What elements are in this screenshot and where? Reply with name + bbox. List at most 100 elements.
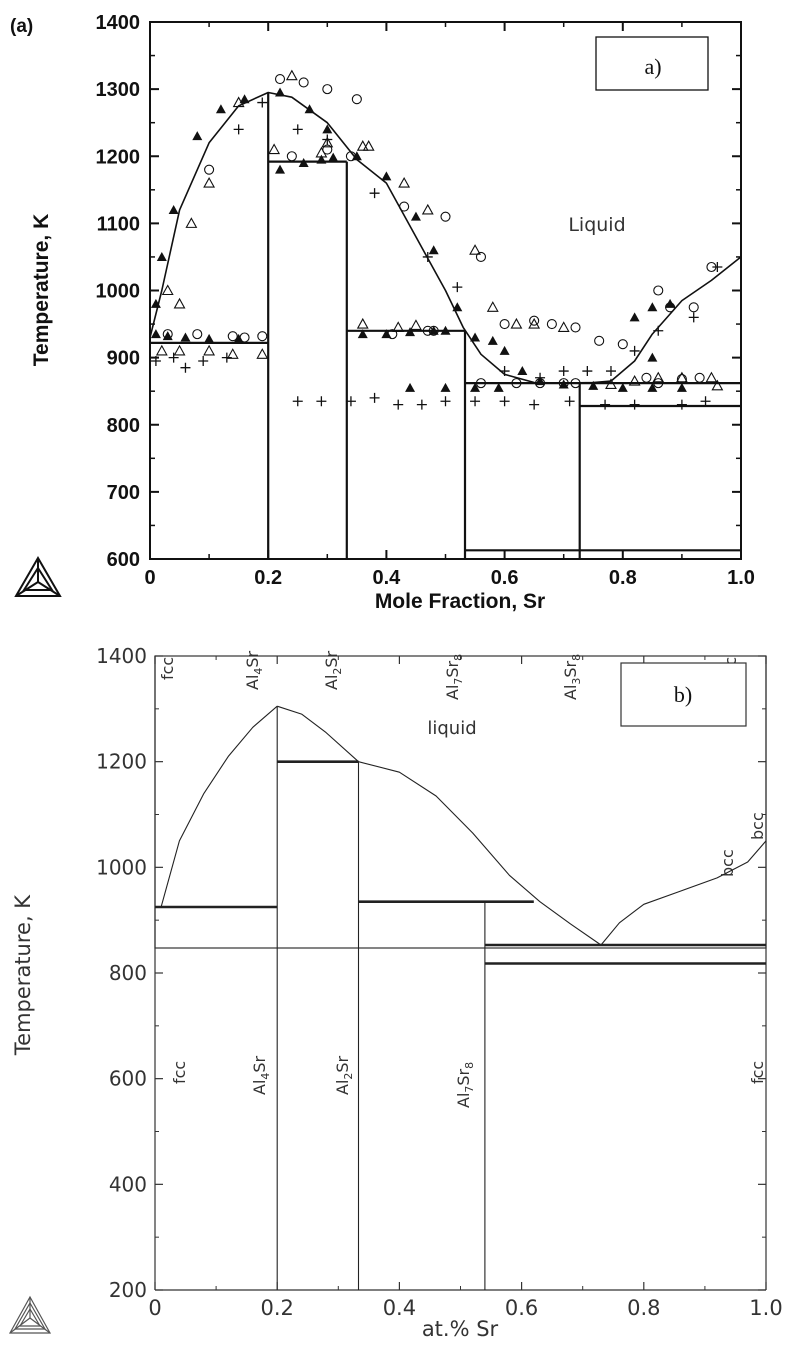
panel-a-point-open-triangle <box>392 321 405 332</box>
panel-a-point-open-circle <box>529 315 540 326</box>
panel-a-point-filled-triangle <box>440 382 451 392</box>
panel-b-x-tick-label: 0 <box>148 1296 161 1320</box>
panel-a-point-plus <box>712 262 723 273</box>
panel-a-point-plus <box>292 124 303 135</box>
panel-b-x-tick-label: 0.4 <box>383 1296 416 1320</box>
panel-a-point-open-triangle <box>226 348 239 359</box>
panel-a-point-filled-triangle <box>316 154 327 164</box>
panel-a-point-open-triangle <box>652 371 665 383</box>
panel-a-fcc-left-label: fcc <box>158 657 177 680</box>
panel-a-point-filled-triangle <box>357 329 368 339</box>
panel-a-point-open-circle <box>345 151 356 162</box>
panel-a-point-open-triangle <box>557 321 570 332</box>
panel-b-bcc-label: bcc <box>748 812 767 840</box>
panel-a-point-filled-triangle <box>180 332 191 342</box>
panel-a-point-filled-triangle <box>275 164 286 174</box>
panel-b-y-tick-label: 1400 <box>96 644 147 668</box>
panel-a-point-plus <box>605 366 616 377</box>
thermocalc-logo-icon <box>8 1295 52 1334</box>
panel-a-point-open-triangle <box>256 348 269 359</box>
panel-a-point-open-triangle <box>173 344 186 356</box>
panel-a-point-open-triangle <box>410 319 422 330</box>
panel-a-point-open-circle <box>274 74 286 85</box>
panel-a-point-open-triangle <box>711 379 724 391</box>
panel-a-point-open-circle <box>594 335 605 346</box>
panel-a-point-plus <box>416 399 427 410</box>
panel-a-point-filled-triangle <box>558 379 569 389</box>
panel-a-point-filled-triangle <box>381 171 392 181</box>
panel-a-point-open-triangle <box>510 317 523 329</box>
panel-a-point-plus <box>322 134 333 145</box>
panel-b-al7sr8-label: Al7Sr8 <box>454 1062 476 1108</box>
panel-a-point-open-circle <box>440 211 451 222</box>
panel-a-point-filled-triangle <box>381 329 392 339</box>
panel-a-point-plus <box>292 396 303 407</box>
panel-a-point-open-circle <box>192 329 203 340</box>
panel-a-x-tick-label: 0.2 <box>254 567 282 589</box>
panel-a-point-plus <box>316 396 327 407</box>
panel-a-point-plus <box>700 396 711 407</box>
panel-a-point-open-triangle <box>356 140 369 151</box>
panel-b-line-liquidus-right <box>358 761 602 946</box>
panel-b: 200 400 600 800 1000 1200 1400 0 0.2 0.4 0.6 0.8 1.0… <box>8 644 783 1341</box>
panel-a-point-plus <box>369 188 380 199</box>
panel-a-point-open-circle <box>694 372 705 383</box>
panel-a-point-open-circle <box>570 322 581 333</box>
panel-a-point-filled-triangle <box>192 131 203 141</box>
panel-a-point-open-circle <box>653 378 664 389</box>
panel-a-tag: (a) <box>10 16 33 37</box>
panel-a-y-tick-label: 1200 <box>96 146 141 168</box>
panel-a-point-plus <box>345 396 356 407</box>
panel-a-point-open-circle <box>239 332 250 343</box>
panel-a-point-open-circle <box>570 378 581 389</box>
panel-a-point-open-circle <box>204 164 215 175</box>
panel-a-point-filled-triangle <box>647 352 658 362</box>
panel-a-point-open-triangle <box>486 301 499 312</box>
panel-a-point-open-circle <box>322 84 333 95</box>
panel-a-point-open-triangle <box>705 371 718 383</box>
panel-a-point-open-triangle <box>362 140 375 151</box>
panel-a-x-tick-label: 1.0 <box>727 567 755 589</box>
panel-a-point-filled-triangle <box>517 366 528 376</box>
panel-a-point-open-circle <box>298 77 309 88</box>
panel-a-point-open-triangle <box>398 176 411 188</box>
panel-a-point-plus <box>629 399 640 410</box>
panel-a-point-plus <box>629 345 640 356</box>
panel-a-point-open-circle <box>322 144 333 155</box>
panel-a-point-plus <box>653 325 664 336</box>
panel-a-point-filled-triangle <box>275 87 286 97</box>
panel-a-point-filled-triangle <box>156 251 167 261</box>
panel-a-point-filled-triangle <box>304 104 315 114</box>
panel-a-point-filled-triangle <box>647 382 658 392</box>
panel-a-point-open-triangle <box>605 378 617 390</box>
panel-a-point-plus <box>470 396 481 407</box>
panel-a-liquid-label: Liquid <box>568 214 625 236</box>
panel-b-al2sr-label: Al2Sr <box>333 1055 355 1095</box>
panel-a-point-plus <box>198 355 209 366</box>
panel-a-point-plus <box>168 352 179 363</box>
panel-a-point-filled-triangle <box>351 151 362 161</box>
panel-a-point-open-circle <box>499 319 510 330</box>
panel-b-y-tick-label: 400 <box>109 1172 147 1196</box>
panel-a-point-open-circle <box>665 302 676 313</box>
panel-a-y-tick-label: 1400 <box>96 12 141 34</box>
panel-a-point-filled-triangle <box>239 94 250 104</box>
panel-a-point-open-circle <box>676 374 687 385</box>
panel-b-y-axis-label: Temperature, K <box>11 894 35 1056</box>
panel-a-point-filled-triangle <box>410 211 421 221</box>
panel-a-point-plus <box>452 282 463 293</box>
panel-b-y-tick-label: 600 <box>109 1067 147 1091</box>
panel-b-x-tick-label: 0.2 <box>260 1296 293 1320</box>
panel-a-legend-label: a) <box>644 54 661 79</box>
panel-a-point-open-circle <box>641 372 652 383</box>
panel-a-point-open-circle <box>617 339 628 350</box>
panel-a-point-open-circle <box>475 251 487 262</box>
panel-a-point-open-triangle <box>185 217 198 228</box>
panel-a-point-filled-triangle <box>676 382 687 392</box>
panel-b-fcc-left-label: fcc <box>170 1061 189 1084</box>
panel-a-point-open-triangle <box>356 317 369 329</box>
panel-a-y-tick-label: 1300 <box>96 79 141 101</box>
panel-a-x-tick-label: 0 <box>144 567 155 589</box>
panel-a-y-tick-label: 700 <box>107 482 140 504</box>
